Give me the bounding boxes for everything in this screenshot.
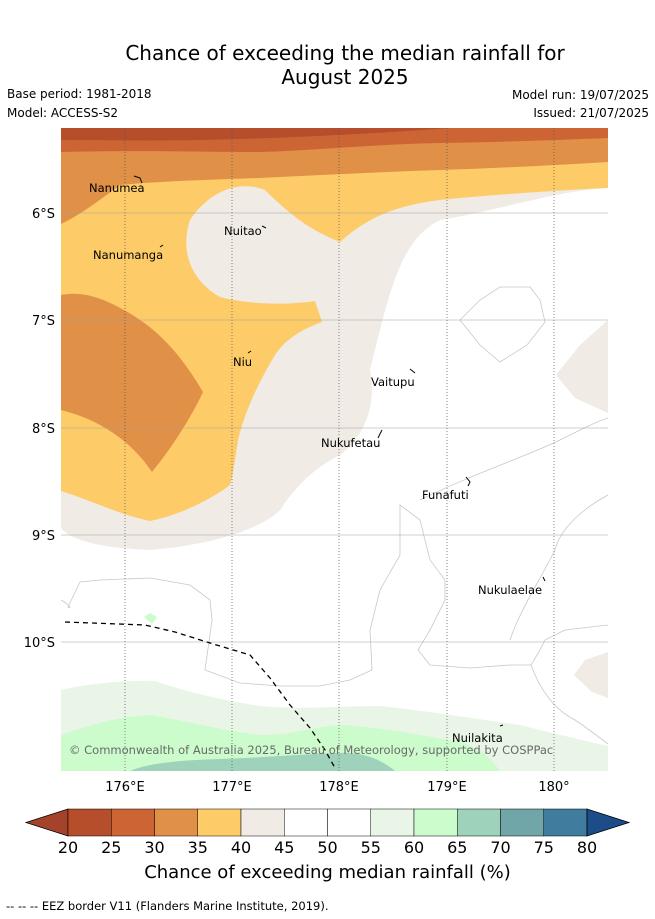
lon-label: 180°: [538, 780, 569, 795]
colorbar-tick-label: 50: [317, 838, 337, 857]
colorbar: 20 25 30 35 40 45 50 55 60 65 70 75 80: [24, 808, 631, 857]
place-label: Niu: [233, 355, 252, 369]
colorbar-tick-label: 20: [58, 838, 78, 857]
colorbar-extend-high: [586, 808, 631, 837]
colorbar-title: Chance of exceeding median rainfall (%): [144, 862, 511, 883]
colorbar-segment: [154, 808, 198, 837]
colorbar-segment: [413, 808, 458, 837]
map-title-line1: Chance of exceeding the median rainfall …: [125, 41, 565, 65]
copyright-notice: © Commonwealth of Australia 2025, Bureau…: [69, 743, 553, 757]
place-label: Nukulaelae: [478, 583, 542, 597]
longitude-labels: 176°E 177°E 178°E 179°E 180°: [105, 780, 569, 795]
colorbar-tick-label: 70: [490, 838, 510, 857]
colorbar-tick-label: 40: [231, 838, 251, 857]
lon-label: 177°E: [212, 780, 252, 795]
region-45-50: [556, 320, 608, 413]
lat-label: 10°S: [24, 636, 55, 651]
lat-label: 7°S: [32, 314, 55, 329]
colorbar-tick-label: 35: [188, 838, 208, 857]
region-35-40: [61, 293, 203, 472]
colorbar-segment: [284, 808, 328, 837]
place-label: Nanumanga: [93, 248, 163, 262]
colorbar-segment: [240, 808, 285, 837]
latitude-labels: 6°S 7°S 8°S 9°S 10°S: [24, 207, 55, 651]
colorbar-segment: [197, 808, 242, 837]
region-60-65: [61, 715, 500, 771]
colorbar-segment: [327, 808, 371, 837]
colorbar-segment: [67, 808, 112, 837]
lat-label: 9°S: [32, 529, 55, 544]
longitude-gridlines: [124, 128, 555, 771]
region-35-40: [61, 128, 608, 224]
colorbar-segment: [457, 808, 501, 837]
issued-date: Issued: 21/07/2025: [533, 106, 649, 120]
latitude-gridlines: [61, 212, 608, 643]
colorbar-tick-label: 25: [101, 838, 121, 857]
eez-border-line: [64, 621, 336, 769]
region-60-65: [144, 613, 157, 624]
rainfall-probability-map: Nanumea Nuitao Nanumanga Niu Vaitupu Nuk…: [61, 128, 608, 771]
colorbar-tick-label: 30: [144, 838, 164, 857]
region-25-30: [61, 128, 450, 141]
region-45-50: [574, 652, 608, 698]
place-label: Nanumea: [89, 181, 145, 195]
region-40-45: [61, 128, 608, 521]
model-run-date: Model run: 19/07/2025: [511, 88, 649, 102]
colorbar-tick-label: 55: [361, 838, 381, 857]
colorbar-segment: [500, 808, 544, 837]
colorbar-tick-label: 75: [534, 838, 554, 857]
colorbar-tick-label: 80: [577, 838, 597, 857]
lat-label: 6°S: [32, 207, 55, 222]
eez-legend-note: -- -- -- EEZ border V11 (Flanders Marine…: [6, 899, 329, 913]
colorbar-tick-label: 45: [274, 838, 294, 857]
place-label: Vaitupu: [371, 375, 415, 389]
lon-label: 179°E: [427, 780, 467, 795]
colorbar-segment: [543, 808, 588, 837]
colorbar-tick-label: 60: [404, 838, 424, 857]
colorbar-tick-label: 65: [447, 838, 467, 857]
colorbar-extend-low: [24, 808, 69, 837]
colorbar-segment: [111, 808, 155, 837]
lon-label: 176°E: [105, 780, 145, 795]
lat-label: 8°S: [32, 422, 55, 437]
base-period: Base period: 1981-2018: [7, 87, 152, 101]
place-label: Nuilakita: [452, 731, 503, 745]
map-title-line2: August 2025: [281, 65, 409, 89]
lon-label: 178°E: [319, 780, 359, 795]
place-label: Nukufetau: [321, 436, 380, 450]
colorbar-segment: [370, 808, 415, 837]
model-name: Model: ACCESS-S2: [7, 106, 119, 120]
place-label: Nuitao: [224, 224, 262, 238]
place-label: Funafuti: [422, 488, 469, 502]
